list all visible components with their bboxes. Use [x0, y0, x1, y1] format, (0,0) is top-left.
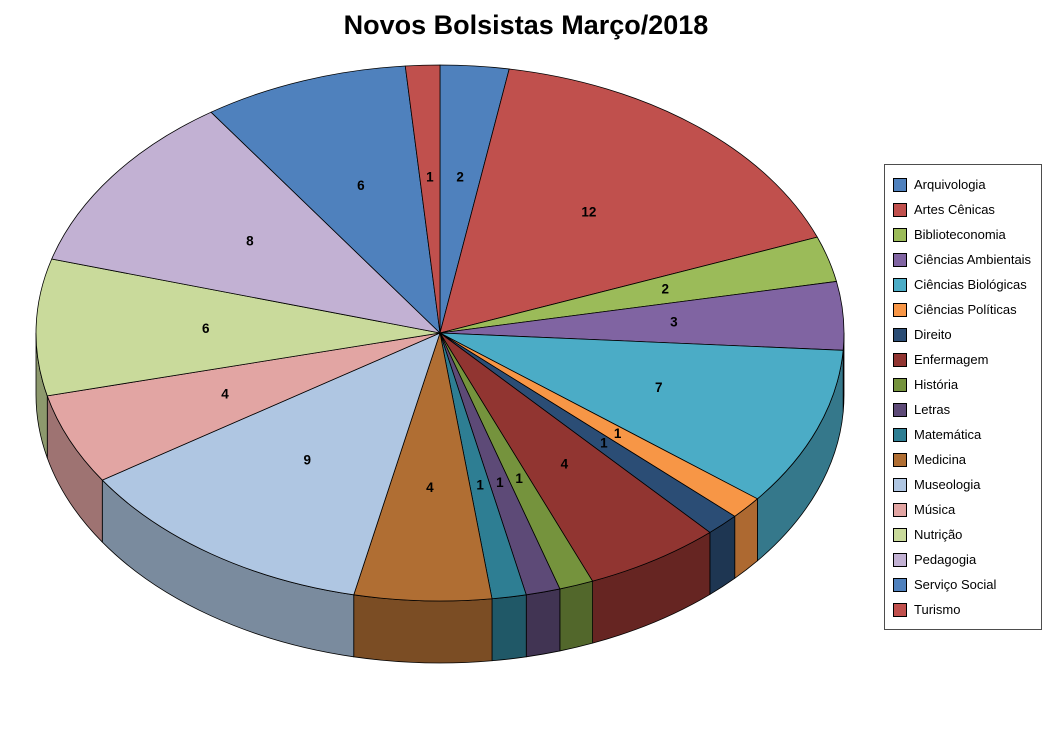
legend: Arquivologia Artes Cênicas Biblioteconomia… [884, 164, 1042, 630]
data-label: 12 [581, 205, 596, 220]
legend-swatch [893, 202, 907, 217]
pie-slice-side [525, 588, 561, 658]
legend-item: Arquivologia [893, 172, 1035, 197]
legend-swatch [893, 227, 907, 242]
pie-slice [439, 332, 711, 582]
data-label: 6 [357, 178, 365, 193]
data-label: 7 [655, 380, 663, 395]
legend-item: Artes Cênicas [893, 197, 1035, 222]
legend-swatch [893, 402, 907, 417]
legend-item: Enfermagem [893, 347, 1035, 372]
legend-label: Turismo [914, 602, 961, 617]
legend-label: Matemática [914, 427, 982, 442]
legend-item: Letras [893, 397, 1035, 422]
pie-slice [353, 332, 493, 602]
legend-label: Pedagogia [914, 552, 977, 567]
legend-label: Biblioteconomia [914, 227, 1006, 242]
legend-item: Ciências Ambientais [893, 247, 1035, 272]
data-label: 1 [496, 475, 504, 490]
data-label: 4 [426, 480, 434, 495]
pie-slice [439, 68, 818, 334]
legend-swatch [893, 277, 907, 292]
legend-item: Ciências Políticas [893, 297, 1035, 322]
legend-label: História [914, 377, 959, 392]
chart-title: Novos Bolsistas Março/2018 [343, 10, 709, 40]
legend-item: Nutrição [893, 522, 1035, 547]
pie-slice [439, 332, 844, 500]
legend-swatch [893, 302, 907, 317]
legend-swatch [893, 452, 907, 467]
data-label: 1 [476, 478, 484, 493]
legend-swatch [893, 477, 907, 492]
data-label: 1 [600, 436, 608, 451]
pie-slice-side [559, 580, 593, 652]
legend-swatch [893, 527, 907, 542]
data-label: 1 [614, 426, 622, 441]
pie-slice [46, 332, 441, 481]
legend-label: Música [914, 502, 956, 517]
legend-label: Arquivologia [914, 177, 986, 192]
legend-label: Serviço Social [914, 577, 997, 592]
legend-item: Medicina [893, 447, 1035, 472]
legend-swatch [893, 502, 907, 517]
legend-item: Biblioteconomia [893, 222, 1035, 247]
legend-swatch [893, 577, 907, 592]
legend-item: Matemática [893, 422, 1035, 447]
data-label: 6 [202, 321, 210, 336]
legend-label: Direito [914, 327, 952, 342]
data-label: 2 [661, 282, 669, 297]
legend-label: Nutrição [914, 527, 963, 542]
legend-item: História [893, 372, 1035, 397]
data-label: 1 [515, 471, 523, 486]
legend-item: Museologia [893, 472, 1035, 497]
data-label: 2 [456, 170, 464, 185]
legend-swatch [893, 352, 907, 367]
data-label: 4 [221, 386, 229, 401]
legend-swatch [893, 552, 907, 567]
legend-item: Ciências Biológicas [893, 272, 1035, 297]
legend-swatch [893, 602, 907, 617]
legend-label: Letras [914, 402, 951, 417]
legend-label: Ciências Políticas [914, 302, 1017, 317]
legend-item: Turismo [893, 597, 1035, 622]
legend-label: Medicina [914, 452, 967, 467]
data-label: 9 [303, 453, 311, 468]
data-label: 8 [246, 234, 254, 249]
legend-swatch [893, 427, 907, 442]
legend-item: Direito [893, 322, 1035, 347]
legend-item: Pedagogia [893, 547, 1035, 572]
legend-item: Serviço Social [893, 572, 1035, 597]
pie-slice-side [353, 594, 493, 664]
legend-swatch [893, 177, 907, 192]
data-label: 1 [426, 169, 434, 184]
legend-swatch [893, 327, 907, 342]
legend-label: Museologia [914, 477, 981, 492]
data-label: 4 [561, 456, 569, 471]
pie-slice [101, 332, 441, 596]
legend-label: Artes Cênicas [914, 202, 995, 217]
pie-slice-side [491, 594, 527, 662]
pie-slice [35, 258, 441, 397]
legend-item: Música [893, 497, 1035, 522]
legend-label: Ciências Ambientais [914, 252, 1032, 267]
legend-label: Enfermagem [914, 352, 989, 367]
legend-label: Ciências Biológicas [914, 277, 1027, 292]
legend-swatch [893, 252, 907, 267]
pie-slice [210, 65, 441, 334]
data-label: 3 [670, 315, 678, 330]
legend-swatch [893, 377, 907, 392]
pie-slice [51, 111, 441, 334]
pie-slice [404, 64, 441, 334]
